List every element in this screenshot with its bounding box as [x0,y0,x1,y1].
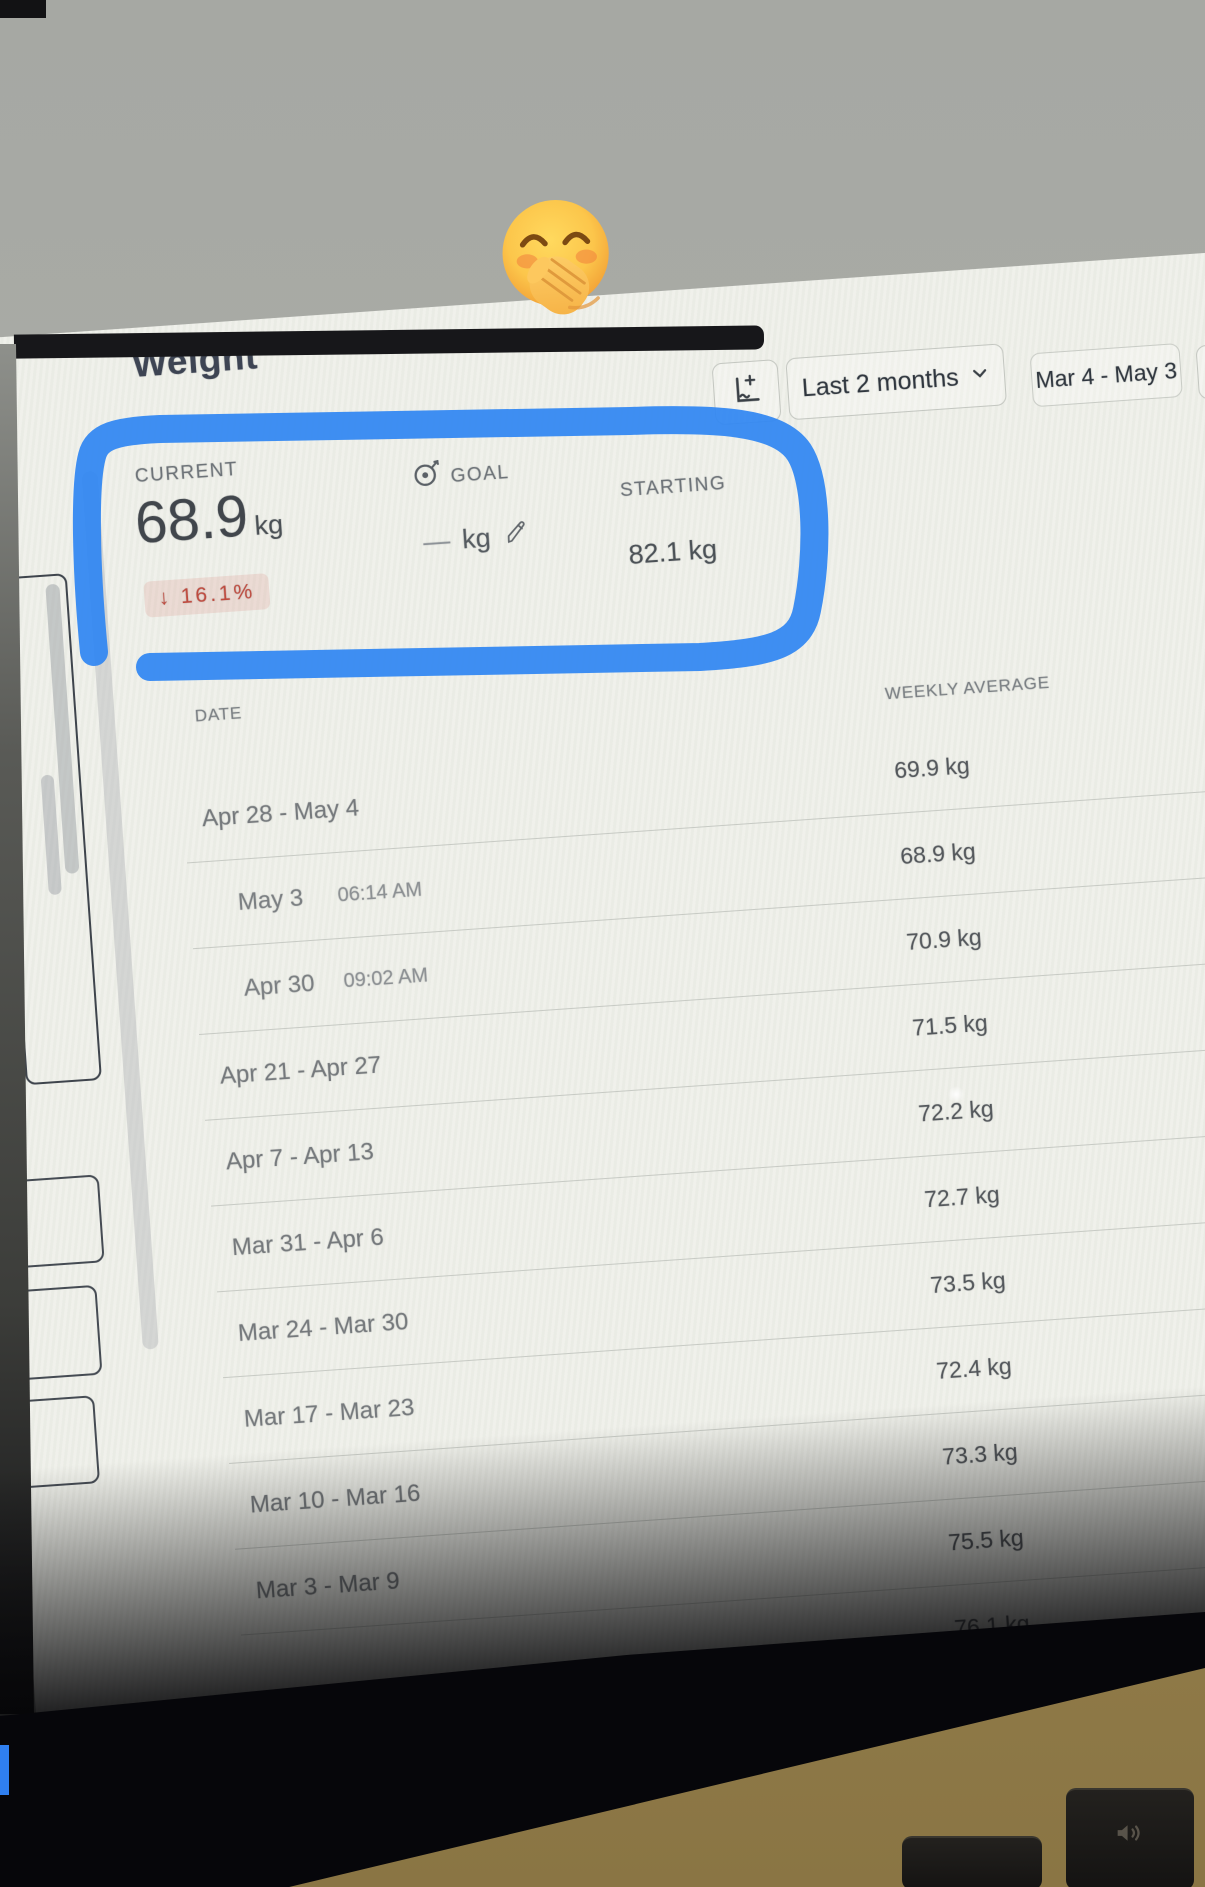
target-icon [409,457,444,496]
goal-empty-value: — [422,525,452,558]
row-time: 06:14 AM [336,878,423,907]
row-date: Mar 31 - Apr 6 [231,1223,385,1262]
edit-goal-pencil-icon[interactable] [501,519,529,554]
date-column-header: DATE [194,703,243,726]
chart-view-button[interactable] [711,359,782,426]
date-range-label: Mar 4 - May 3 [1034,356,1178,393]
current-weight-value: 68.9 kg [132,483,285,557]
row-date: Apr 7 - Apr 13 [225,1138,375,1176]
row-date: Apr 30 [242,969,316,1002]
weight-change-badge: ↓ 16.1% [143,573,271,618]
current-weight-unit: kg [253,508,285,541]
face-with-hand-over-mouth-emoji [499,194,617,324]
granularity-button[interactable]: Daily [1195,337,1205,400]
row-date: Apr 28 - May 4 [201,794,360,833]
date-range-button[interactable]: Mar 4 - May 3 [1029,342,1183,408]
keyboard-key[interactable] [902,1836,1042,1887]
row-weight: 70.9 kg [905,923,983,955]
row-weekly-average: 71.5 kg [911,1009,989,1041]
row-weekly-average: 73.5 kg [929,1266,1007,1299]
period-select-button[interactable]: Last 2 months [785,343,1008,421]
starting-weight-value: 82.1 kg [627,533,719,570]
weekly-average-column-header: WEEKLY AVERAGE [884,672,1051,704]
volume-icon [1112,1816,1146,1855]
row-weekly-average: 69.9 kg [893,752,971,784]
chevron-down-icon [968,361,992,391]
goal-value: — kg [422,519,530,559]
row-date: May 3 [236,884,305,916]
goal-unit: kg [461,522,492,555]
goal-label: GOAL [449,462,511,488]
row-time: 09:02 AM [342,964,429,993]
row-date: Mar 17 - Mar 23 [243,1393,416,1433]
marker-stroke-fragment [0,1745,9,1795]
row-date: Apr 21 - Apr 27 [219,1051,382,1090]
row-date: Mar 24 - Mar 30 [237,1308,410,1347]
row-weekly-average: 72.7 kg [923,1181,1001,1213]
photo-corner-artifact [0,0,46,18]
row-weekly-average: 72.4 kg [935,1352,1013,1384]
starting-label: STARTING [619,472,727,502]
row-weight: 68.9 kg [899,837,977,870]
keyboard-key[interactable] [1066,1788,1194,1887]
chart-add-icon [728,372,765,413]
period-select-label: Last 2 months [800,362,960,402]
